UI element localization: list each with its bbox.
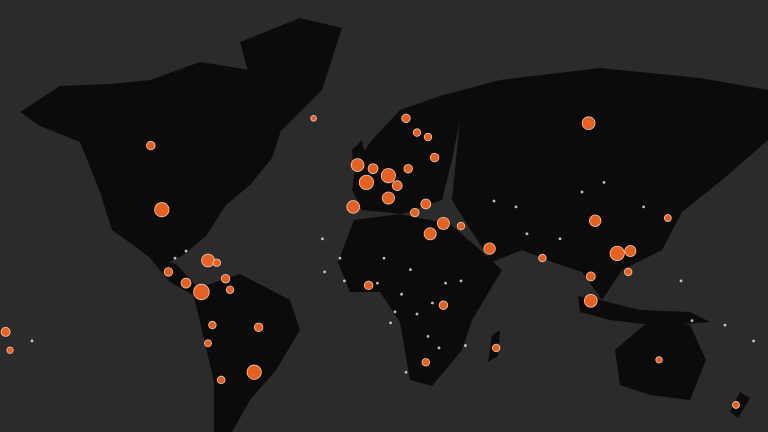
- bubble: [410, 207, 420, 218]
- bubble: [589, 214, 602, 227]
- bubble: [420, 198, 432, 210]
- minor-point: [437, 346, 441, 350]
- bubble: [483, 242, 496, 255]
- bubble: [655, 356, 663, 364]
- bubble: [201, 253, 215, 268]
- minor-point: [321, 237, 324, 241]
- bubble: [208, 320, 217, 330]
- bubble: [350, 158, 365, 172]
- bubble: [663, 214, 672, 222]
- minor-point: [444, 281, 447, 285]
- minor-point: [343, 279, 346, 283]
- bubble: [581, 116, 596, 131]
- bubble: [154, 202, 170, 218]
- bubble: [421, 358, 430, 367]
- minor-point: [602, 180, 606, 184]
- bubble: [438, 300, 449, 310]
- bubble: [220, 273, 231, 284]
- minor-point: [431, 301, 434, 305]
- bubble: [423, 132, 433, 142]
- minor-point: [492, 199, 496, 203]
- bubble: [363, 280, 374, 291]
- bubble: [391, 180, 403, 191]
- bubble: [492, 343, 501, 353]
- bubble: [381, 191, 395, 205]
- minor-point: [752, 339, 755, 343]
- south-america: [192, 274, 300, 432]
- minor-point: [404, 370, 408, 374]
- bubble: [6, 346, 14, 354]
- bubble: [412, 128, 422, 137]
- bubble: [217, 375, 226, 385]
- bubble: [253, 322, 264, 333]
- minor-point: [514, 205, 518, 209]
- bubble: [346, 200, 360, 214]
- minor-point: [382, 256, 386, 260]
- minor-point: [184, 249, 188, 253]
- bubble: [423, 227, 437, 241]
- bubble: [146, 140, 156, 151]
- minor-point: [393, 310, 397, 314]
- bubble: [246, 364, 262, 380]
- north-america: [20, 62, 285, 266]
- minor-point: [679, 279, 683, 283]
- indonesia: [578, 296, 710, 326]
- bubble: [204, 339, 212, 348]
- bubble: [367, 163, 379, 175]
- bubble: [310, 115, 317, 122]
- minor-point: [400, 292, 403, 296]
- bubble: [624, 245, 637, 257]
- minor-point: [30, 339, 34, 343]
- minor-point: [338, 256, 342, 260]
- bubble: [180, 277, 192, 289]
- minor-point: [415, 312, 419, 316]
- new-zealand: [730, 392, 750, 418]
- minor-point: [389, 321, 392, 325]
- bubble: [380, 168, 396, 184]
- minor-point: [426, 334, 430, 338]
- minor-point: [723, 323, 727, 327]
- bubble: [429, 152, 440, 163]
- bubble: [436, 216, 450, 230]
- minor-point: [525, 232, 529, 236]
- minor-point: [323, 270, 326, 274]
- asia: [440, 68, 768, 300]
- bubble: [193, 283, 210, 301]
- bubble: [225, 285, 235, 294]
- minor-point: [173, 256, 177, 260]
- bubble: [0, 326, 11, 337]
- bubble: [584, 294, 598, 308]
- minor-point: [580, 190, 584, 194]
- minor-point: [459, 279, 463, 283]
- minor-point: [558, 237, 562, 241]
- bubble: [163, 267, 174, 277]
- minor-point: [409, 268, 412, 272]
- minor-point: [464, 344, 467, 347]
- bubble: [732, 401, 740, 409]
- bubble: [401, 113, 411, 123]
- minor-point: [690, 319, 694, 323]
- europe: [352, 96, 460, 214]
- bubble: [624, 267, 633, 277]
- bubble: [538, 253, 547, 263]
- bubble: [212, 258, 221, 267]
- minor-point: [642, 205, 645, 209]
- greenland: [240, 18, 342, 130]
- africa: [338, 214, 502, 386]
- bubble: [456, 221, 466, 231]
- minor-point: [376, 281, 379, 285]
- bubble: [609, 245, 625, 261]
- bubble: [585, 271, 596, 282]
- bubble: [403, 163, 413, 174]
- bubble: [358, 174, 374, 190]
